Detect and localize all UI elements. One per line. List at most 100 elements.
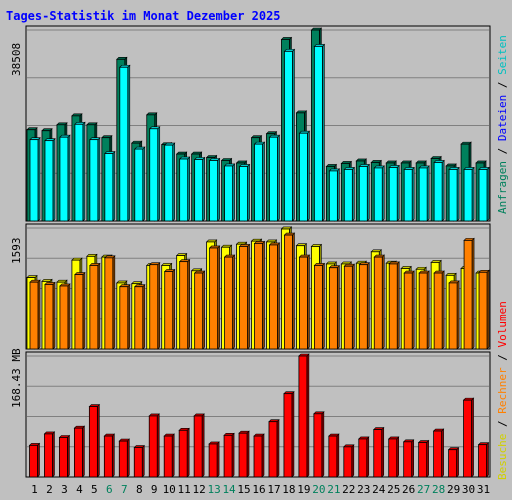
legend-separator: / [496, 141, 509, 162]
x-tick-label-20: 20 [312, 483, 325, 496]
bar-seiten-12 [194, 159, 204, 222]
bar-rechner-5 [89, 265, 99, 350]
bar-seiten-15 [239, 166, 248, 222]
bar-rechner-21 [328, 267, 338, 350]
bar-seiten-4 [74, 123, 84, 222]
bar-rechner-24 [373, 256, 383, 350]
legend-besuche: Besuche [496, 433, 509, 480]
bar-rechner-18 [284, 234, 293, 350]
bar-seiten-8 [134, 148, 144, 222]
bar-volumen-13 [208, 443, 218, 478]
bar-volumen-31 [478, 444, 487, 478]
bar-volumen-3 [59, 437, 68, 478]
x-tick-label-4: 4 [76, 483, 83, 496]
bar-seiten-20 [313, 46, 323, 222]
bar-rechner-29 [448, 282, 458, 350]
x-tick-label-2: 2 [46, 483, 53, 496]
bar-rechner-15 [239, 246, 248, 350]
bar-volumen-5 [88, 406, 98, 478]
bar-rechner-10 [164, 271, 174, 350]
bar-seiten-31 [478, 169, 488, 222]
legend-volumen: Volumen [496, 301, 509, 348]
legend-top: Anfragen / Dateien / Seiten [496, 35, 509, 214]
bar-seiten-1 [29, 139, 39, 222]
bar-seiten-24 [373, 167, 383, 222]
bar-seiten-6 [104, 153, 114, 222]
x-tick-label-17: 17 [267, 483, 280, 496]
bar-seiten-18 [284, 50, 293, 222]
x-tick-label-6: 6 [106, 483, 113, 496]
x-tick-label-15: 15 [237, 483, 250, 496]
x-tick-label-30: 30 [462, 483, 475, 496]
bar-volumen-1 [29, 444, 38, 478]
bar-volumen-27 [418, 442, 428, 478]
bar-seiten-19 [299, 132, 308, 222]
bar-rechner-7 [119, 286, 129, 350]
x-tick-label-27: 27 [417, 483, 430, 496]
bar-volumen-23 [358, 438, 368, 478]
bar-seiten-17 [269, 136, 278, 222]
legend-separator: / [496, 74, 509, 95]
bar-seiten-11 [179, 158, 189, 222]
bar-seiten-10 [164, 144, 174, 222]
bar-seiten-29 [448, 169, 458, 222]
legend-bottom: Besuche / Rechner / Volumen [496, 301, 509, 480]
bar-rechner-30 [463, 239, 473, 350]
bar-rechner-9 [149, 264, 159, 350]
x-tick-label-8: 8 [136, 483, 143, 496]
x-tick-label-1: 1 [31, 483, 38, 496]
bar-rechner-25 [388, 263, 398, 350]
legend-seiten: Seiten [496, 35, 509, 75]
x-tick-label-7: 7 [121, 483, 128, 496]
bar-volumen-21 [328, 435, 338, 478]
bar-volumen-30 [463, 399, 472, 478]
bar-volumen-18 [283, 393, 293, 478]
bar-seiten-28 [433, 162, 443, 222]
bar-volumen-28 [433, 430, 443, 478]
bar-seiten-9 [149, 128, 159, 222]
bar-rechner-1 [29, 281, 39, 350]
bar-volumen-8 [133, 447, 143, 478]
x-tick-label-22: 22 [342, 483, 355, 496]
legend-dateien: Dateien [496, 94, 509, 142]
bar-volumen-17 [268, 421, 278, 478]
x-tick-label-14: 14 [222, 483, 236, 496]
legend-rechner: Rechner [496, 367, 509, 414]
x-tick-label-23: 23 [357, 483, 370, 496]
x-tick-label-11: 11 [178, 483, 191, 496]
bar-volumen-7 [118, 440, 128, 478]
x-tick-label-16: 16 [252, 483, 265, 496]
bar-seiten-25 [388, 167, 398, 222]
bar-volumen-9 [148, 415, 158, 478]
bar-volumen-12 [193, 415, 203, 478]
bar-rechner-31 [478, 271, 488, 350]
bar-volumen-14 [223, 434, 233, 478]
bar-volumen-26 [403, 441, 413, 478]
bar-seiten-7 [119, 66, 129, 222]
bar-seiten-13 [209, 160, 219, 222]
bar-rechner-11 [179, 261, 189, 350]
bar-volumen-20 [313, 413, 323, 478]
bar-rechner-27 [418, 272, 428, 350]
x-tick-label-26: 26 [402, 483, 415, 496]
bar-rechner-3 [59, 285, 69, 350]
bar-volumen-2 [44, 433, 53, 478]
bar-rechner-28 [433, 272, 443, 350]
x-tick-label-3: 3 [61, 483, 68, 496]
bar-volumen-4 [73, 427, 83, 478]
x-tick-label-9: 9 [151, 483, 158, 496]
bar-rechner-13 [209, 247, 219, 350]
bar-seiten-16 [254, 143, 263, 222]
x-tick-label-10: 10 [163, 483, 176, 496]
bar-volumen-10 [163, 435, 173, 478]
legend-separator: / [496, 413, 509, 434]
x-tick-label-31: 31 [477, 483, 490, 496]
x-tick-label-21: 21 [327, 483, 340, 496]
bar-rechner-14 [224, 256, 233, 350]
bar-rechner-12 [194, 272, 204, 350]
bar-rechner-8 [134, 286, 144, 350]
bar-volumen-25 [388, 438, 398, 478]
legend-anfragen: Anfragen [496, 161, 509, 214]
